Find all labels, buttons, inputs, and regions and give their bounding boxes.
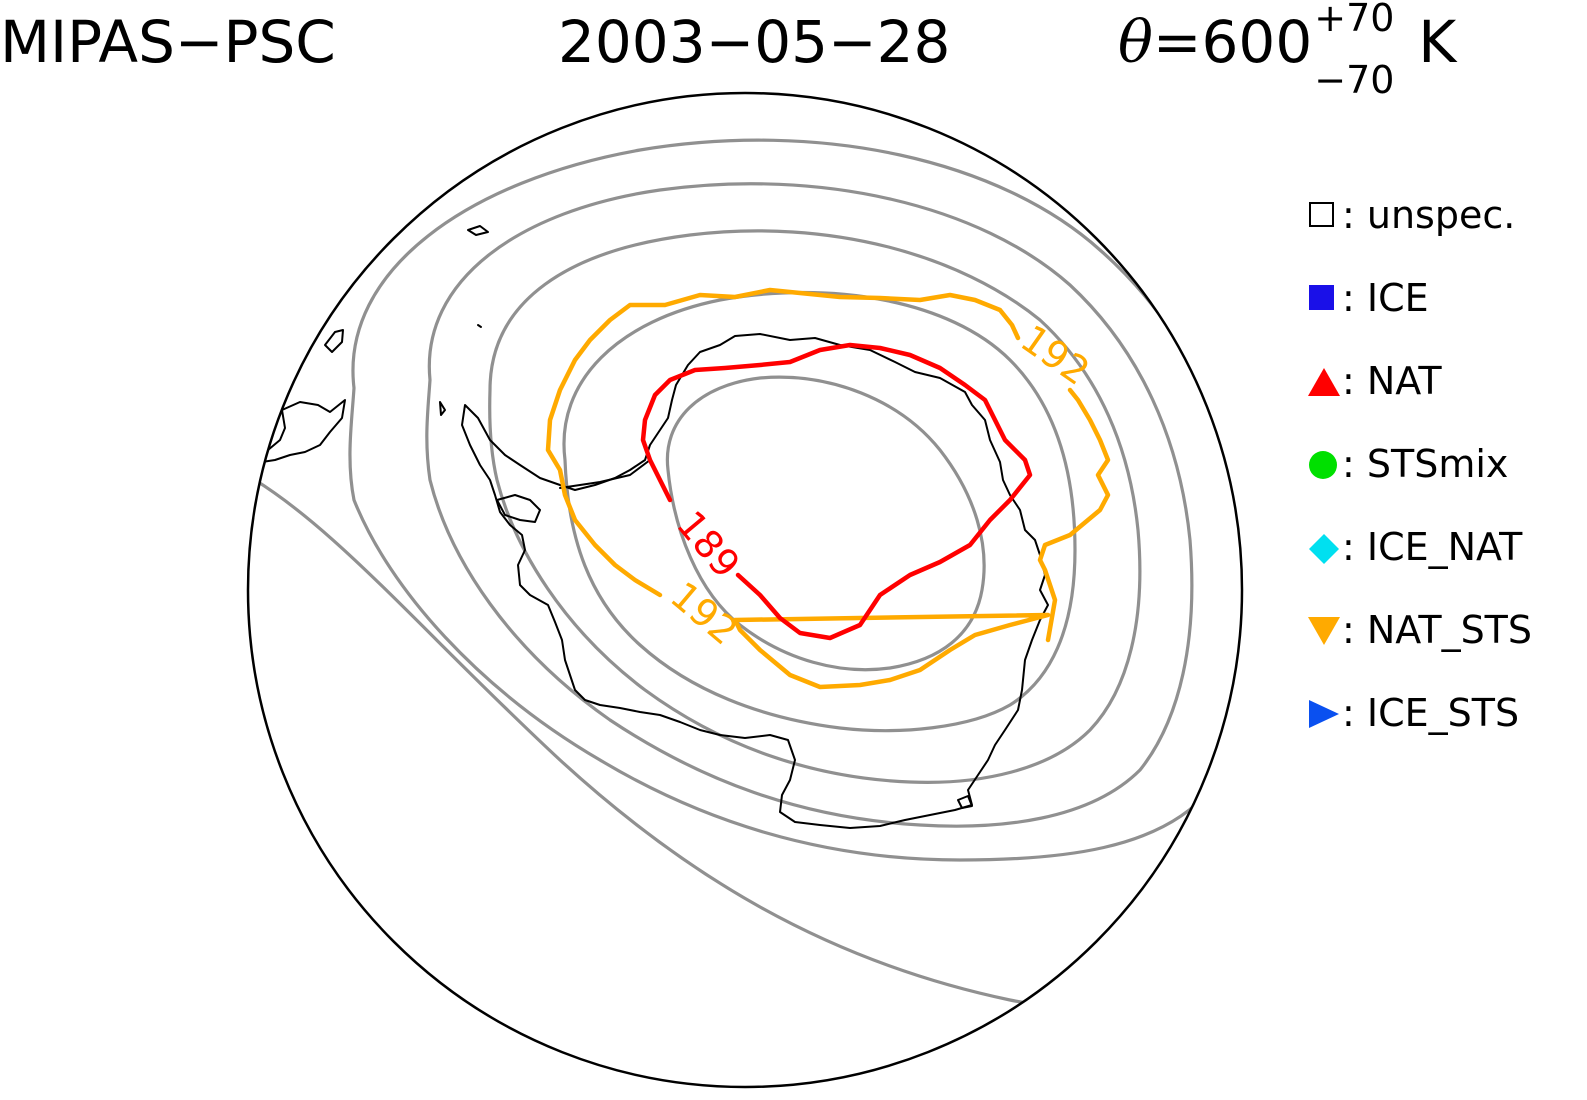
- triangle-down-icon: [1308, 617, 1340, 645]
- theta-value: =600: [1152, 8, 1313, 76]
- falkland-island: [324, 329, 344, 353]
- antarctica-coastline: [461, 333, 1049, 829]
- theta-superscript: +70: [1314, 0, 1395, 40]
- legend-label: : ICE_STS: [1342, 691, 1520, 735]
- theta-title: θ=600 +70 −70 K: [1118, 0, 1457, 100]
- legend-label: : ICE_NAT: [1342, 525, 1523, 569]
- contour-192: [545, 287, 1111, 690]
- south-georgia-island: [467, 225, 489, 236]
- circle-icon: [1309, 451, 1337, 479]
- globe-outline: [246, 91, 1244, 1089]
- coastlines: [261, 225, 1049, 829]
- peninsula-inner-coast: [559, 459, 651, 489]
- background-contours: [248, 138, 1242, 1013]
- theta-unit: K: [1418, 8, 1457, 76]
- diamond-icon: [1309, 534, 1339, 564]
- small-island: [957, 795, 973, 809]
- gray-contour: [348, 138, 1242, 862]
- theta-symbol: θ: [1118, 8, 1153, 76]
- gray-contour: [562, 290, 1077, 733]
- contour-label-192: 192: [662, 573, 746, 653]
- triangle-up-icon: [1308, 368, 1340, 396]
- legend-label: : NAT_STS: [1342, 608, 1533, 652]
- triangle-right-icon: [1309, 700, 1339, 728]
- south-america-tip: [261, 399, 346, 463]
- peninsula-islands: [496, 494, 541, 523]
- legend-label: : NAT: [1342, 359, 1442, 403]
- small-island: [439, 401, 446, 416]
- instrument-title: MIPAS−PSC: [0, 8, 336, 76]
- square-icon: [1309, 285, 1334, 310]
- contour-189: [640, 342, 1033, 641]
- gray-contour: [488, 229, 1142, 784]
- contour-label-192: 192: [1013, 316, 1098, 394]
- small-island: [477, 324, 482, 328]
- date-title: 2003−05−28: [558, 8, 951, 76]
- legend-label: : ICE: [1342, 276, 1429, 320]
- square-open-icon: [1309, 202, 1334, 227]
- gray-contour: [425, 182, 1194, 828]
- legend-label: : unspec.: [1342, 193, 1516, 237]
- legend-label: : STSmix: [1342, 442, 1509, 486]
- theta-subscript: −70: [1314, 58, 1395, 102]
